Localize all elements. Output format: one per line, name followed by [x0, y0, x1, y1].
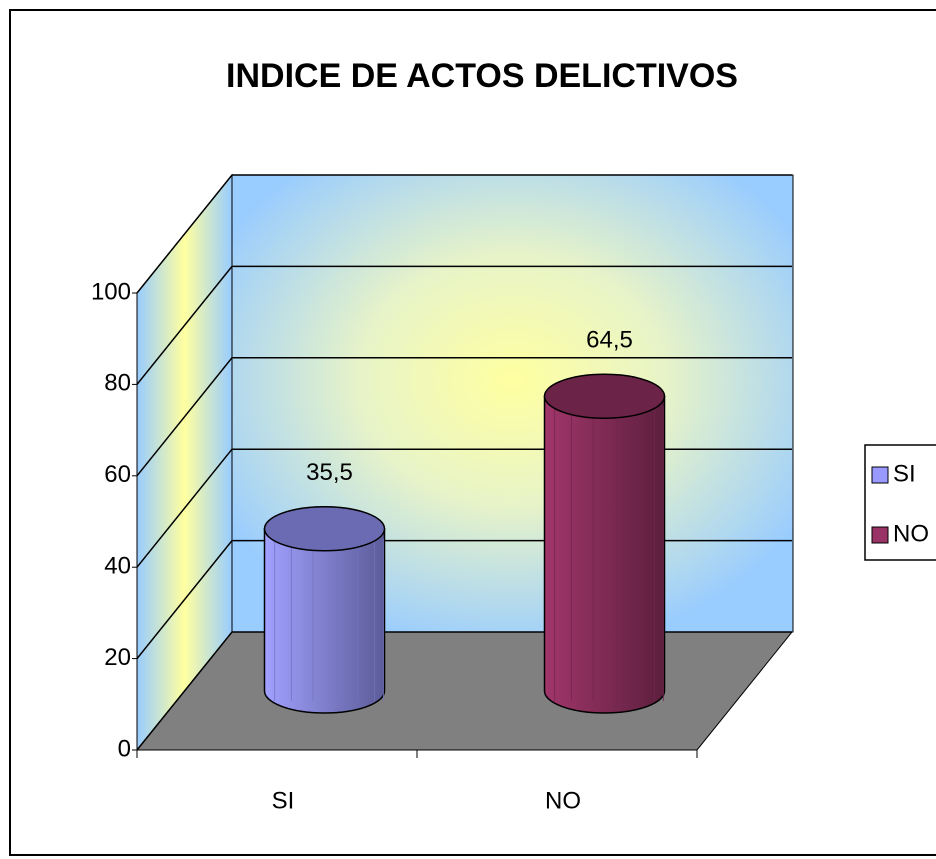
y-tick-label: 40 [104, 553, 131, 580]
y-tick-label: 20 [104, 644, 131, 671]
cylinder-top [543, 373, 666, 419]
legend-label: NO [893, 520, 929, 547]
legend-swatch [871, 526, 889, 544]
y-tick-label: 80 [104, 370, 131, 397]
legend-label: SI [893, 460, 916, 487]
y-tick-label: 60 [104, 461, 131, 488]
value-label: 35,5 [306, 459, 353, 486]
x-tick-label: SI [272, 787, 295, 814]
plot-area: 0 20 40 60 80 100 SI NO 35,5 64,5 [91, 173, 794, 814]
y-tick-label: 0 [118, 735, 131, 762]
x-tick-label: NO [545, 787, 581, 814]
cylinder [263, 528, 386, 714]
legend-swatch [871, 466, 889, 484]
value-label: 64,5 [586, 327, 633, 354]
cylinder [543, 395, 666, 714]
chart-title: INDICE DE ACTOS DELICTIVOS [226, 57, 738, 95]
grid-line [136, 357, 792, 477]
y-tick-label: 100 [91, 278, 131, 305]
floor [135, 631, 794, 751]
grid-line [136, 174, 792, 294]
cylinder-top [263, 506, 386, 552]
grid-line [136, 265, 792, 385]
